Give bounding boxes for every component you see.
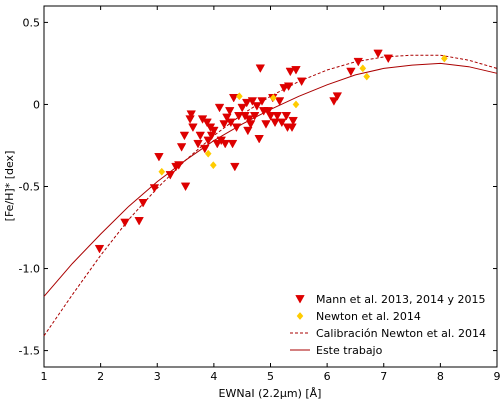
mann-data-point <box>120 218 130 228</box>
x-tick-label: 9 <box>494 370 500 383</box>
y-tick-label: 0.5 <box>23 16 41 29</box>
mann-data-point <box>254 135 264 144</box>
mann-data-point <box>188 123 198 133</box>
x-tick-label: 8 <box>437 370 444 383</box>
mann-data-point <box>230 162 240 172</box>
y-tick-label: -1.5 <box>19 345 40 358</box>
legend-marker <box>296 312 304 320</box>
mann-data-point <box>154 153 164 162</box>
mann-data-point <box>237 103 247 113</box>
legend-label: Este trabajo <box>316 344 383 357</box>
newton-data-point <box>158 167 166 176</box>
mann-data-point <box>247 97 258 106</box>
mann-data-point <box>226 118 236 128</box>
mann-data-point <box>265 112 276 121</box>
mann-data-point <box>186 110 196 119</box>
mann-data-point <box>252 102 262 111</box>
mann-data-point <box>270 118 280 128</box>
mann-data-point <box>231 123 242 133</box>
mann-data-point <box>243 126 253 136</box>
x-axis-label: EWNaI (2.2μm) [Å] <box>219 387 322 400</box>
y-axis-label: [Fe/H]* [dex] <box>3 151 16 222</box>
y-tick-label: -0.5 <box>19 181 40 194</box>
plot-area <box>43 5 498 368</box>
mann-data-point <box>138 199 148 208</box>
mann-data-point <box>296 77 307 87</box>
mann-data-point <box>249 112 260 121</box>
mann-data-point <box>209 126 219 136</box>
newton-data-point <box>363 72 371 81</box>
mann-data-point <box>234 112 244 121</box>
mann-data-point <box>214 103 225 113</box>
mann-data-point <box>222 113 232 123</box>
newton-data-point <box>359 64 367 73</box>
mann-data-point <box>291 66 301 75</box>
mann-data-point <box>241 98 252 108</box>
mann-data-point <box>193 139 203 149</box>
newton-data-point <box>235 92 243 101</box>
mann-data-point <box>134 217 144 226</box>
y-tick-label: 0 <box>33 98 40 111</box>
mann-data-point <box>285 67 296 77</box>
newton-data-point <box>209 161 217 170</box>
mann-data-point <box>212 139 222 149</box>
mann-data-point <box>180 182 191 192</box>
legend-label: Newton et al. 2014 <box>316 310 421 323</box>
mann-data-point <box>346 67 356 77</box>
mann-data-point <box>272 112 283 121</box>
x-tick-label: 2 <box>97 370 104 383</box>
newton-data-point <box>204 149 212 158</box>
mann-data-point <box>383 54 394 64</box>
legend-label: Mann et al. 2013, 2014 y 2015 <box>316 293 486 306</box>
newton-data-point <box>292 100 300 109</box>
mann-data-point <box>329 97 339 106</box>
mann-data-point <box>288 116 298 126</box>
y-tick-label: -1.0 <box>19 263 40 276</box>
mann-data-point <box>332 92 343 101</box>
mann-data-point <box>373 49 383 59</box>
x-tick-label: 4 <box>210 370 217 383</box>
mann-data-point <box>225 107 235 116</box>
chart-marks <box>43 49 498 337</box>
mann-data-point <box>255 64 266 73</box>
mann-data-point <box>277 118 287 128</box>
mann-data-point <box>228 93 239 103</box>
mann-data-point <box>200 144 210 154</box>
x-tick-label: 5 <box>267 370 274 383</box>
legend-label: Calibración Newton et al. 2014 <box>316 327 486 340</box>
newton-data-point <box>440 54 448 63</box>
mann-data-point <box>176 143 187 152</box>
mann-data-point <box>274 97 285 106</box>
mann-data-point <box>202 118 212 128</box>
newton-data-point <box>269 93 277 102</box>
mann-data-point <box>165 171 175 180</box>
mann-data-point <box>244 115 254 124</box>
x-tick-label: 6 <box>324 370 331 383</box>
mann-data-point <box>287 123 297 133</box>
mann-data-point <box>283 82 294 92</box>
x-tick-label: 1 <box>41 370 48 383</box>
mann-data-point <box>263 107 273 116</box>
mann-data-point <box>219 120 229 129</box>
mann-data-point <box>281 112 292 121</box>
mann-data-point <box>220 139 230 149</box>
legend-marker <box>295 295 305 304</box>
x-tick-label: 7 <box>380 370 387 383</box>
mann-data-point <box>195 131 206 141</box>
mann-data-point <box>245 120 256 129</box>
legend: Mann et al. 2013, 2014 y 2015 Newton et a… <box>290 293 486 357</box>
mann-data-point <box>353 57 363 67</box>
mann-data-point <box>257 97 267 106</box>
mann-data-point <box>179 131 190 141</box>
x-tick-label: 3 <box>154 370 161 383</box>
mann-data-point <box>174 161 184 170</box>
mann-data-point <box>149 184 160 193</box>
chart-axes: 1 2 3 4 5 6 7 8 9 -1.5 -1.0 -0.5 0 0.5 <box>19 6 500 383</box>
mann-data-point <box>203 136 213 146</box>
mann-data-point <box>94 244 105 254</box>
mann-data-point <box>227 139 238 149</box>
mann-data-point <box>261 120 271 129</box>
